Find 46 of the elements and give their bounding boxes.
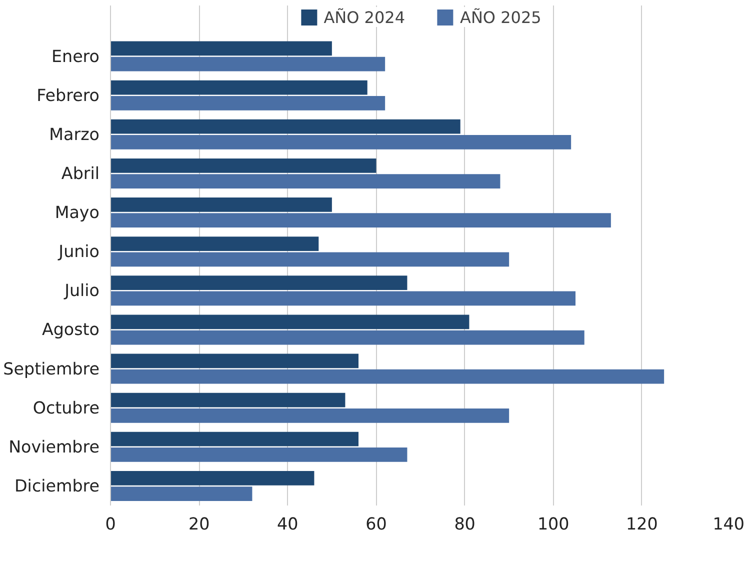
bar bbox=[110, 276, 408, 290]
bar bbox=[110, 174, 500, 188]
y-tick-label: Junio bbox=[58, 242, 100, 262]
bar bbox=[110, 96, 386, 110]
bar bbox=[110, 432, 358, 446]
x-tick-label: 120 bbox=[626, 514, 658, 534]
bar bbox=[110, 354, 358, 368]
y-tick-label: Febrero bbox=[36, 86, 100, 105]
bar bbox=[110, 392, 346, 408]
x-tick-label: 140 bbox=[712, 514, 745, 534]
y-tick-label: Agosto bbox=[42, 320, 100, 340]
y-tick-label: Abril bbox=[61, 164, 100, 183]
legend-label: AÑO 2024 bbox=[324, 8, 405, 26]
bar bbox=[110, 314, 470, 330]
y-tick-label: Noviembre bbox=[8, 437, 100, 456]
bar bbox=[110, 198, 332, 212]
y-tick-label: Julio bbox=[64, 281, 100, 300]
x-tick-label: 80 bbox=[454, 514, 476, 534]
bar bbox=[110, 408, 510, 423]
bar bbox=[110, 486, 252, 501]
bar bbox=[110, 135, 572, 150]
bar bbox=[110, 158, 376, 173]
legend-label: AÑO 2025 bbox=[460, 8, 542, 26]
bar bbox=[110, 119, 460, 134]
bar bbox=[110, 56, 386, 72]
bar bbox=[110, 369, 664, 384]
x-tick-label: 20 bbox=[188, 514, 210, 534]
y-tick-label: Enero bbox=[52, 46, 100, 66]
x-tick-label: 100 bbox=[537, 514, 570, 534]
bar bbox=[110, 448, 408, 462]
x-tick-label: 60 bbox=[366, 514, 387, 534]
x-tick-label: 40 bbox=[277, 514, 298, 534]
bar bbox=[110, 330, 584, 345]
bar bbox=[110, 236, 319, 251]
bar bbox=[110, 252, 510, 267]
y-tick-label: Diciembre bbox=[14, 476, 100, 496]
bar bbox=[110, 291, 576, 306]
bar bbox=[110, 80, 368, 95]
bar bbox=[110, 213, 611, 228]
bar bbox=[110, 41, 332, 56]
y-tick-label: Septiembre bbox=[3, 359, 100, 378]
y-tick-label: Octubre bbox=[32, 398, 100, 418]
y-tick-label: Marzo bbox=[49, 124, 100, 144]
x-tick-label: 0 bbox=[105, 514, 116, 534]
y-tick-label: Mayo bbox=[54, 203, 100, 222]
bar bbox=[110, 470, 314, 486]
